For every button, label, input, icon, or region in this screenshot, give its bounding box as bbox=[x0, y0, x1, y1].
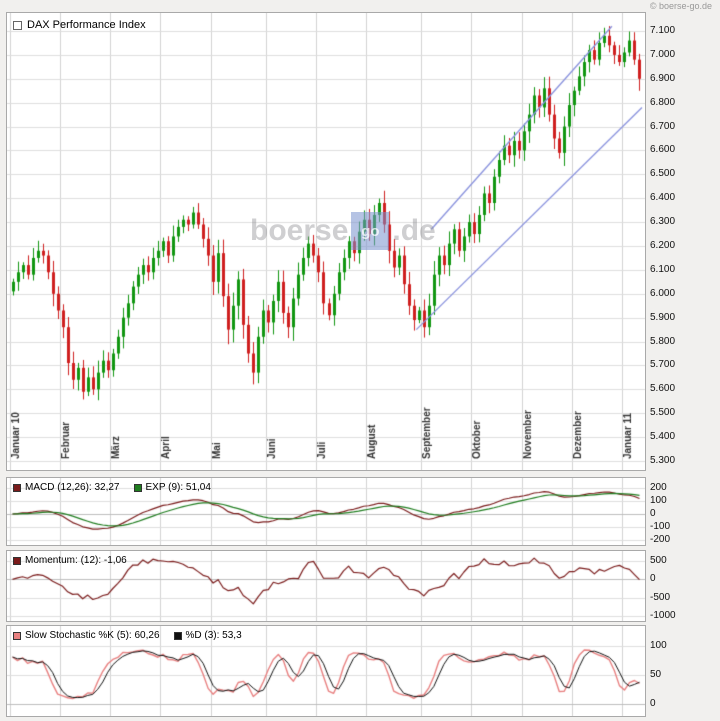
macd-legend-item: MACD (12,26): 32,27 bbox=[13, 482, 120, 493]
macd-canvas bbox=[7, 478, 645, 545]
y-tick-label: -1000 bbox=[650, 610, 676, 621]
y-tick-label: 7.000 bbox=[650, 48, 676, 60]
y-tick-label: 100 bbox=[650, 640, 667, 651]
y-tick-label: 0 bbox=[650, 698, 656, 709]
stochastic-legend-item: Slow Stochastic %K (5): 60,26 bbox=[13, 630, 160, 641]
macd-legend: MACD (12,26): 32,27 EXP (9): 51,04 bbox=[13, 482, 225, 493]
y-tick-label: 5.900 bbox=[650, 311, 676, 323]
momentum-legend-label: Momentum: (12): -1,06 bbox=[25, 555, 127, 566]
price-chart-canvas bbox=[7, 13, 645, 470]
y-tick-label: 100 bbox=[650, 495, 667, 506]
macd-legend-swatch bbox=[133, 483, 142, 492]
macd-legend-label: MACD (12,26): 32,27 bbox=[25, 482, 120, 493]
y-tick-label: -500 bbox=[650, 591, 671, 603]
stochastic-legend-label: %D (3): 53,3 bbox=[185, 630, 242, 641]
y-tick-label: 5.800 bbox=[650, 335, 676, 347]
y-tick-label: 50 bbox=[650, 669, 662, 680]
momentum-canvas bbox=[7, 551, 645, 621]
price-legend-label: DAX Performance Index bbox=[27, 19, 146, 31]
stochastic-legend-item: %D (3): 53,3 bbox=[173, 630, 242, 641]
y-tick-label: 0 bbox=[650, 573, 656, 585]
macd-legend-item: EXP (9): 51,04 bbox=[133, 482, 211, 493]
y-tick-label: 5.300 bbox=[650, 455, 676, 466]
y-tick-label: -100 bbox=[650, 521, 671, 532]
y-tick-label: 5.500 bbox=[650, 407, 676, 419]
y-tick-label: 5.700 bbox=[650, 359, 676, 371]
y-tick-label: 6.100 bbox=[650, 263, 676, 275]
momentum-panel: Momentum: (12): -1,06 bbox=[6, 550, 646, 622]
y-tick-label: 6.900 bbox=[650, 72, 676, 84]
y-tick-label: 6.800 bbox=[650, 96, 676, 108]
macd-legend-label: EXP (9): 51,04 bbox=[145, 482, 211, 493]
stochastic-legend-label: Slow Stochastic %K (5): 60,26 bbox=[25, 630, 160, 641]
stochastic-legend-swatch bbox=[173, 631, 182, 640]
y-tick-label: 5.600 bbox=[650, 383, 676, 395]
y-tick-label: 6.600 bbox=[650, 144, 676, 156]
price-legend: DAX Performance Index bbox=[13, 19, 146, 31]
series-checkbox[interactable] bbox=[13, 20, 22, 30]
stochastic-panel: Slow Stochastic %K (5): 60,26 %D (3): 53,… bbox=[6, 625, 646, 717]
copyright-text: © boerse-go.de bbox=[649, 1, 712, 11]
macd-panel: MACD (12,26): 32,27 EXP (9): 51,04 bbox=[6, 477, 646, 546]
y-tick-label: 7.100 bbox=[650, 25, 676, 36]
y-tick-label: -200 bbox=[650, 534, 671, 545]
stochastic-legend: Slow Stochastic %K (5): 60,26 %D (3): 53,… bbox=[13, 630, 256, 641]
y-tick-label: 200 bbox=[650, 482, 667, 493]
momentum-legend: Momentum: (12): -1,06 bbox=[13, 555, 141, 566]
y-tick-label: 6.000 bbox=[650, 287, 676, 299]
y-tick-label: 6.400 bbox=[650, 192, 676, 204]
macd-legend-swatch bbox=[13, 483, 21, 492]
y-tick-label: 6.500 bbox=[650, 168, 676, 180]
y-tick-label: 6.200 bbox=[650, 240, 676, 251]
price-chart-panel: DAX Performance Index bbox=[6, 12, 646, 471]
y-tick-label: 500 bbox=[650, 555, 667, 566]
momentum-legend-swatch bbox=[13, 556, 21, 565]
stochastic-legend-swatch bbox=[13, 631, 21, 640]
y-tick-label: 6.300 bbox=[650, 216, 676, 228]
y-tick-label: 0 bbox=[650, 508, 656, 519]
y-tick-label: 6.700 bbox=[650, 120, 676, 132]
momentum-legend-item: Momentum: (12): -1,06 bbox=[13, 555, 127, 566]
y-tick-label: 5.400 bbox=[650, 431, 676, 443]
stochastic-canvas bbox=[7, 626, 645, 716]
